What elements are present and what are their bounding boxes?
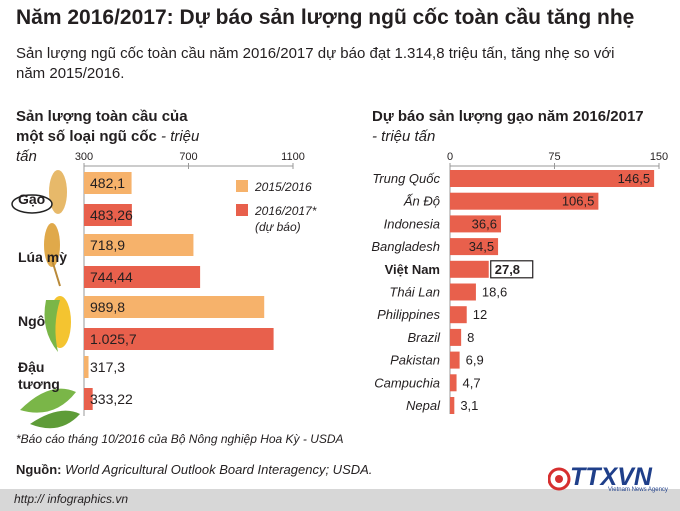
source-line: Nguồn: World Agricultural Outlook Board …: [16, 462, 372, 477]
left-bar-value-label: 989,8: [90, 299, 125, 315]
left-axis-tick-label: 300: [75, 151, 93, 163]
right-bar: [450, 328, 462, 346]
right-bar-value-label: 106,5: [562, 194, 595, 209]
left-bar-2015: [84, 356, 89, 378]
left-bar-value-label: 1.025,7: [90, 331, 137, 347]
legend-swatch-2015: [236, 180, 248, 192]
left-category-label: tương: [18, 376, 60, 392]
soybean-icon: [20, 388, 76, 413]
left-bar-2016: [84, 266, 201, 288]
right-bar-value-label: 18,6: [482, 285, 507, 300]
right-axis-tick-label: 150: [650, 151, 668, 163]
logo-subtext: Vietnam News Agency: [608, 487, 668, 493]
right-bar: [450, 238, 499, 256]
right-bar: [450, 351, 460, 369]
footer-bar: http:// infographics.vn: [0, 489, 680, 511]
left-bar-value-label: 718,9: [90, 237, 125, 253]
left-bar-value-label: 483,26: [90, 207, 133, 223]
right-chart-unit: - triệu tấn: [372, 128, 436, 145]
left-chart-title: Sản lượng toàn cầu của một số loại ngũ c…: [16, 107, 216, 167]
right-category-label: Thái Lan: [389, 285, 440, 300]
right-chart-title: Dự báo sản lượng gạo năm 2016/2017 - triệ…: [372, 107, 672, 147]
right-bar: [450, 397, 455, 414]
left-bar-2016: [84, 328, 274, 350]
source-label: Nguồn:: [16, 462, 62, 477]
wheat-icon: [44, 223, 60, 267]
right-bar-value-label: 27,8: [495, 262, 520, 277]
right-category-label: Việt Nam: [385, 262, 440, 277]
left-axis-tick-label: 1100: [281, 151, 305, 163]
soybean-pod-icon: [30, 410, 80, 429]
rice-icon: [49, 170, 67, 214]
right-bar-value-label: 4,7: [463, 375, 481, 390]
left-bar-value-label: 482,1: [90, 175, 125, 191]
legend-label: 2016/2017*: [254, 204, 317, 218]
right-bar-value-label: 36,6: [472, 216, 497, 231]
right-chart-title-text: Dự báo sản lượng gạo năm 2016/2017: [372, 108, 644, 125]
right-category-label: Brazil: [407, 330, 441, 345]
left-chart-title-text: Sản lượng toàn cầu của một số loại ngũ c…: [16, 108, 188, 145]
left-bar-2015: [84, 296, 265, 318]
right-category-label: Indonesia: [384, 216, 440, 231]
right-category-label: Pakistan: [390, 353, 440, 368]
right-category-label: Ấn Độ: [403, 194, 440, 209]
right-bar: [450, 374, 457, 392]
legend-note: (dự báo): [255, 220, 301, 234]
right-category-label: Trung Quốc: [372, 171, 440, 186]
right-bar: [450, 192, 599, 210]
footer-url[interactable]: http:// infographics.vn: [14, 492, 129, 506]
left-chart-unit: - triệu tấn: [16, 128, 200, 165]
legend-label: 2015/2016: [254, 180, 312, 194]
left-bar-2016: [84, 388, 93, 410]
left-category-label: Gạo: [18, 191, 45, 207]
left-bar-value-label: 744,44: [90, 269, 133, 285]
left-category-label: Lúa mỳ: [18, 249, 67, 265]
source-text: World Agricultural Outlook Board Interag…: [61, 462, 373, 477]
left-bar-value-label: 333,22: [90, 391, 133, 407]
left-bar-2016: [84, 204, 132, 226]
left-bar-value-label: 317,3: [90, 359, 125, 375]
right-category-label: Philippines: [377, 307, 440, 322]
right-bar-value-label: 34,5: [469, 239, 494, 254]
right-bar-value-label: 146,5: [618, 171, 651, 186]
left-category-label: Đậu: [18, 359, 44, 375]
rice-bowl-icon: [11, 194, 53, 214]
logo-text: TTXVN: [570, 463, 652, 491]
right-bar: [450, 215, 501, 233]
legend-swatch-2016: [236, 204, 248, 216]
wheat-stem-icon: [51, 259, 61, 287]
right-bar-value-label: 8: [467, 330, 474, 345]
page-title: Năm 2016/2017: Dự báo sản lượng ngũ cốc …: [16, 6, 635, 29]
right-category-label: Campuchia: [374, 375, 440, 390]
left-axis-tick-label: 700: [179, 151, 197, 163]
right-bar: [450, 170, 655, 187]
highlight-value-box: [490, 260, 534, 279]
left-bar-2015: [84, 172, 132, 194]
right-bar-value-label: 3,1: [460, 398, 478, 413]
ttxvn-logo: TTXVN Vietnam News Agency: [548, 463, 674, 495]
right-bar-highlight: [450, 260, 489, 278]
left-category-label: Ngô: [18, 313, 45, 329]
right-axis-tick-label: 0: [447, 151, 453, 163]
right-axis-tick-label: 75: [548, 151, 560, 163]
right-bar: [450, 283, 476, 301]
logo-emblem-icon: [548, 467, 571, 491]
right-bar: [450, 306, 467, 324]
corn-leaf-icon: [44, 300, 60, 352]
left-bar-2015: [84, 234, 194, 256]
page-subtitle: Sản lượng ngũ cốc toàn cầu năm 2016/2017…: [16, 45, 615, 82]
right-category-label: Nepal: [406, 398, 441, 413]
right-bar-value-label: 6,9: [466, 353, 484, 368]
footnote: *Báo cáo tháng 10/2016 của Bộ Nông nghiệ…: [16, 432, 344, 446]
right-category-label: Bangladesh: [371, 239, 440, 254]
right-bar-value-label: 12: [473, 307, 487, 322]
